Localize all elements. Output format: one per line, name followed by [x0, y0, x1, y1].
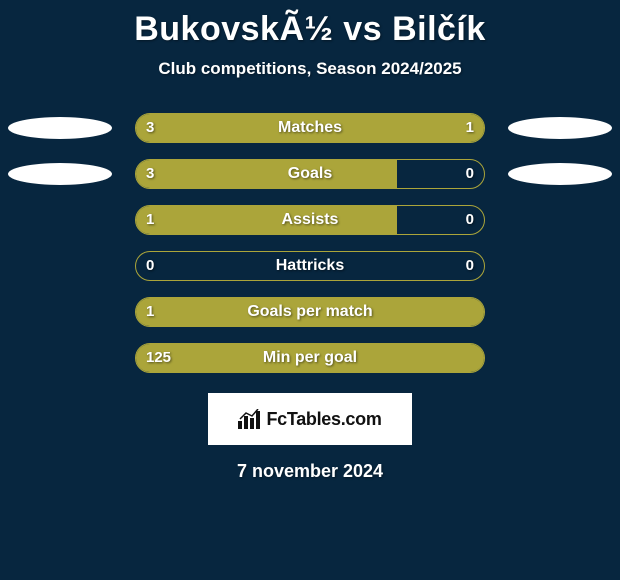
page-subtitle: Club competitions, Season 2024/2025 — [0, 59, 620, 79]
chart-icon — [238, 409, 262, 429]
bar-track: 10Assists — [135, 205, 485, 235]
comparison-row: 125Min per goal — [0, 343, 620, 373]
category-label: Goals — [136, 160, 484, 188]
category-label: Goals per match — [136, 298, 484, 326]
bar-track: 1Goals per match — [135, 297, 485, 327]
bar-track: 00Hattricks — [135, 251, 485, 281]
category-label: Hattricks — [136, 252, 484, 280]
category-label: Min per goal — [136, 344, 484, 372]
bar-track: 30Goals — [135, 159, 485, 189]
infographic-container: BukovskÃ½ vs Bilčík Club competitions, S… — [0, 0, 620, 580]
logo-text: FcTables.com — [266, 409, 381, 430]
bar-track: 125Min per goal — [135, 343, 485, 373]
page-title: BukovskÃ½ vs Bilčík — [0, 0, 620, 49]
comparison-row: 10Assists — [0, 205, 620, 235]
left-player-marker — [8, 117, 112, 139]
comparison-row: 31Matches — [0, 113, 620, 143]
comparison-row: 30Goals — [0, 159, 620, 189]
footer-date: 7 november 2024 — [0, 461, 620, 482]
right-player-marker — [508, 163, 612, 185]
logo-box: FcTables.com — [208, 393, 412, 445]
category-label: Matches — [136, 114, 484, 142]
comparison-row: 00Hattricks — [0, 251, 620, 281]
comparison-chart: 31Matches 30Goals 10Assists 00Hattricks 1Goa… — [0, 113, 620, 373]
comparison-row: 1Goals per match — [0, 297, 620, 327]
right-player-marker — [508, 117, 612, 139]
category-label: Assists — [136, 206, 484, 234]
bar-track: 31Matches — [135, 113, 485, 143]
left-player-marker — [8, 163, 112, 185]
